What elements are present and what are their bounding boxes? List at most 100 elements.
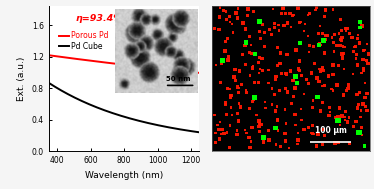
Point (289, 79, 295, 82)
Point (327, 106, 332, 109)
Point (218, 81, 224, 84)
Point (316, 80, 322, 83)
Point (304, 78, 310, 81)
Point (295, 6, 301, 9)
Point (227, 146, 233, 149)
Point (223, 18, 229, 21)
Point (365, 62, 371, 65)
Point (306, 12, 312, 15)
Point (295, 142, 301, 145)
Point (310, 99, 316, 102)
Point (293, 49, 299, 52)
Point (335, 115, 341, 118)
Point (330, 8, 336, 11)
Point (234, 16, 240, 19)
Point (364, 92, 370, 95)
Point (273, 143, 279, 146)
Point (278, 145, 284, 148)
Point (352, 46, 358, 49)
Point (269, 33, 275, 36)
Point (249, 65, 255, 68)
Point (237, 105, 243, 108)
Point (212, 27, 218, 30)
Point (332, 116, 338, 119)
Point (292, 75, 298, 78)
Point (261, 136, 267, 139)
Point (350, 73, 356, 76)
Point (310, 133, 316, 136)
Point (233, 12, 239, 15)
Point (301, 30, 307, 33)
Point (315, 32, 321, 35)
Point (242, 129, 248, 132)
Point (356, 131, 362, 134)
Point (320, 128, 326, 131)
Point (306, 126, 312, 129)
Point (239, 53, 245, 56)
Point (338, 38, 344, 41)
Point (335, 119, 341, 122)
Point (287, 12, 293, 15)
Point (247, 146, 253, 149)
X-axis label: Wavelength (nm): Wavelength (nm) (85, 171, 163, 180)
Point (336, 64, 342, 67)
Point (315, 95, 321, 98)
Point (223, 40, 229, 43)
Point (227, 124, 233, 127)
Point (358, 115, 364, 119)
Point (246, 35, 252, 38)
Point (310, 45, 316, 48)
Point (259, 57, 265, 60)
Point (305, 35, 311, 38)
Point (323, 34, 329, 37)
Point (316, 68, 322, 71)
Point (359, 134, 365, 137)
Point (243, 28, 249, 31)
Point (289, 14, 295, 17)
Point (257, 122, 263, 125)
Point (333, 44, 339, 47)
Point (279, 12, 285, 15)
Point (278, 52, 283, 55)
Point (229, 22, 235, 25)
Point (297, 41, 303, 44)
Point (317, 25, 323, 28)
Point (239, 83, 245, 86)
Point (292, 123, 298, 126)
Point (342, 110, 348, 113)
Point (260, 23, 266, 26)
Point (345, 87, 351, 90)
Point (256, 72, 262, 75)
Point (326, 114, 332, 117)
Point (232, 68, 238, 71)
Point (223, 101, 229, 104)
Point (217, 15, 223, 18)
Point (330, 64, 336, 67)
Point (266, 129, 272, 132)
Point (257, 20, 263, 23)
Point (251, 98, 257, 101)
Point (344, 120, 350, 123)
Text: η=93.4%: η=93.4% (76, 14, 123, 23)
Point (276, 29, 282, 32)
Point (280, 6, 286, 9)
Point (218, 133, 224, 136)
Point (291, 79, 297, 82)
Point (225, 59, 231, 62)
Point (291, 13, 297, 16)
Point (296, 69, 302, 72)
Point (322, 38, 328, 41)
Y-axis label: Ext. (a.u.): Ext. (a.u.) (17, 56, 26, 101)
Point (362, 105, 368, 108)
Point (292, 113, 298, 116)
Point (289, 102, 295, 105)
Point (228, 106, 234, 109)
Point (340, 52, 346, 55)
Point (347, 32, 353, 35)
Point (284, 53, 290, 56)
Point (309, 106, 315, 109)
Point (340, 45, 346, 48)
Point (257, 30, 263, 33)
Point (362, 145, 368, 148)
Point (306, 51, 312, 54)
